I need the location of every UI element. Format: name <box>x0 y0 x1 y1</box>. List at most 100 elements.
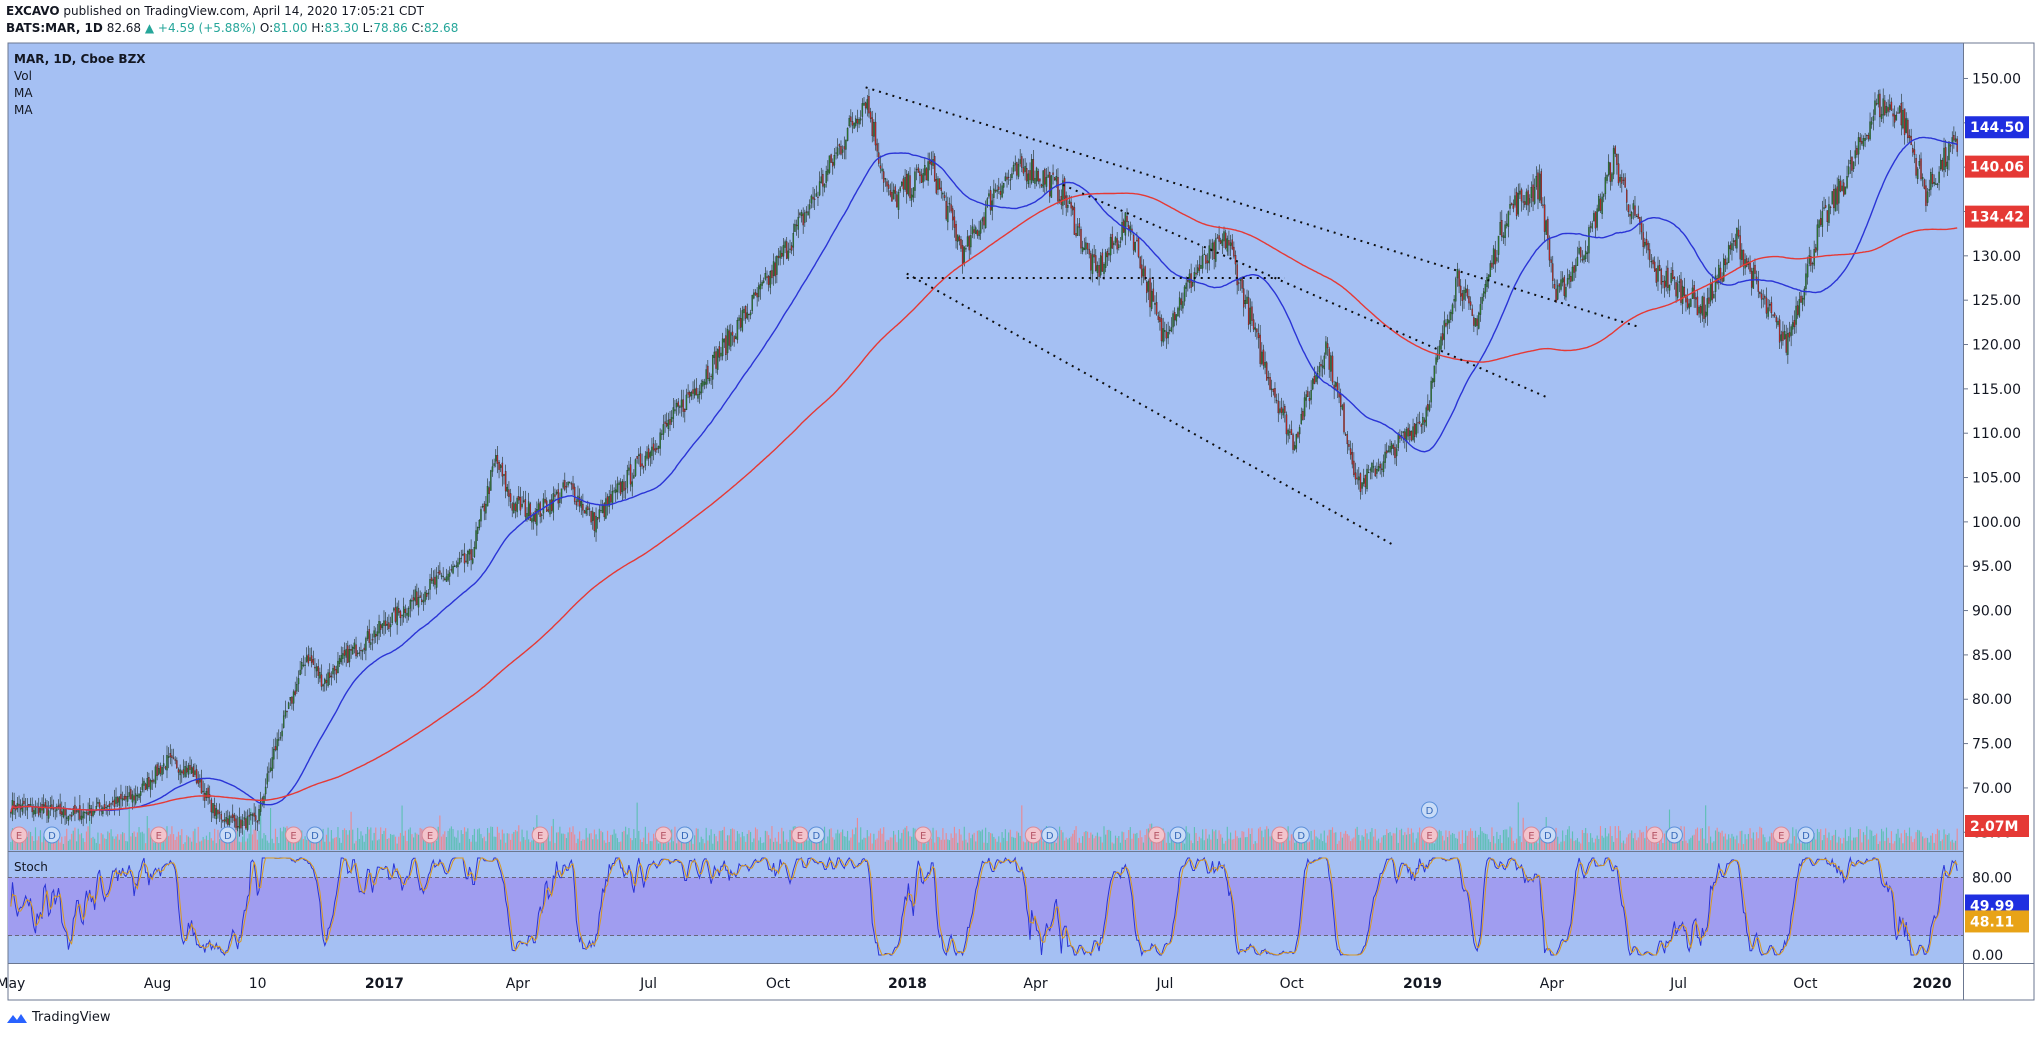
volume-bar <box>1072 833 1074 850</box>
volume-bar <box>1614 826 1616 850</box>
volume-bar <box>222 841 224 850</box>
candle <box>422 593 425 611</box>
candle <box>365 636 367 661</box>
volume-bar <box>1905 832 1907 850</box>
candle <box>761 280 763 290</box>
candle <box>158 762 160 776</box>
candle <box>979 219 982 240</box>
volume-bar <box>335 837 337 850</box>
volume-bar <box>1090 832 1092 850</box>
candle <box>588 502 591 517</box>
candle <box>863 97 865 106</box>
volume-bar <box>1593 842 1595 850</box>
candle <box>1509 195 1511 216</box>
candle <box>1257 323 1260 349</box>
candles <box>10 88 1958 837</box>
candle <box>731 325 734 346</box>
symbol-info: BATS:MAR, 1D 82.68 ▲ +4.59 (+5.88%) O:81… <box>6 21 458 35</box>
volume-bar <box>1256 843 1258 850</box>
volume-bar <box>1131 838 1133 850</box>
candle <box>406 607 408 623</box>
candle <box>1282 400 1284 419</box>
volume-bar <box>1879 841 1881 850</box>
candle <box>1270 379 1273 398</box>
candle <box>483 501 485 521</box>
volume-bar <box>843 836 845 850</box>
candle <box>922 168 924 189</box>
price-tick: 70.00 <box>1972 781 2012 797</box>
candle <box>1073 202 1076 235</box>
price-axis[interactable]: 150.00145.00140.00135.00130.00125.00120.… <box>1963 71 2021 964</box>
volume-bar <box>1351 838 1353 850</box>
candle <box>97 797 99 807</box>
volume-bar <box>1608 833 1610 850</box>
candle <box>1463 286 1465 309</box>
volume-bar <box>1460 843 1462 850</box>
candle <box>1157 311 1159 323</box>
volume-bar <box>189 837 191 850</box>
candle <box>1898 105 1901 114</box>
candle <box>1264 351 1266 375</box>
volume-bar <box>611 834 614 850</box>
author-name[interactable]: EXCAVO <box>6 4 60 18</box>
candle <box>564 472 566 492</box>
volume-bar <box>1520 842 1523 850</box>
volume-bar <box>1539 831 1541 850</box>
volume-bar <box>1210 839 1212 850</box>
candle <box>476 526 479 541</box>
candle <box>1382 454 1385 477</box>
volume-bar <box>1576 838 1579 850</box>
volume-bar <box>639 839 642 850</box>
candle <box>592 507 594 530</box>
footer-brand[interactable]: TradingView <box>32 1010 111 1025</box>
volume-bar <box>191 841 193 850</box>
candle <box>156 762 158 781</box>
candle <box>1759 291 1761 298</box>
volume-bar <box>1282 839 1284 850</box>
candle <box>16 797 19 813</box>
volume-bar <box>1251 828 1253 850</box>
candle <box>1336 376 1339 399</box>
candle <box>952 205 954 231</box>
volume-bar <box>641 841 643 850</box>
volume-bar <box>133 831 135 850</box>
volume-bar <box>72 830 74 850</box>
candle <box>1081 240 1084 255</box>
volume-bar <box>1805 838 1807 850</box>
candle <box>1111 226 1113 250</box>
time-axis[interactable]: May Aug 10 2017 Apr Jul Oct 2018 Apr Jul Oct 2019 Ap… <box>0 976 1952 992</box>
volume-bar <box>705 827 707 850</box>
volume-bar <box>1714 830 1717 850</box>
trendlines[interactable] <box>865 86 1639 545</box>
volume-bar <box>1894 841 1896 850</box>
volume-bar <box>1603 837 1605 850</box>
candle <box>304 657 306 677</box>
volume-bar <box>1585 827 1587 850</box>
volume-bar <box>981 829 983 850</box>
candle <box>1923 178 1926 190</box>
volume-bar <box>97 832 99 850</box>
volume-bar <box>1287 826 1289 850</box>
candle <box>1925 179 1927 212</box>
candle <box>373 626 375 644</box>
volume-bar <box>1876 833 1878 850</box>
volume-bar <box>1313 829 1315 850</box>
volume-bar <box>983 842 985 850</box>
volume-bar <box>187 836 189 850</box>
volume-bar <box>1331 827 1334 850</box>
candle <box>1938 166 1940 191</box>
candle <box>352 645 354 655</box>
volume-bar <box>1882 831 1884 850</box>
candle <box>1604 172 1607 200</box>
candle <box>1583 254 1585 264</box>
footer[interactable]: TradingView <box>6 1010 111 1025</box>
volume-bar <box>907 831 909 850</box>
volume-bar <box>556 832 558 850</box>
candle <box>411 594 413 612</box>
volume-bar <box>477 829 479 850</box>
volume-bar <box>495 836 497 850</box>
candle <box>1566 268 1569 287</box>
event-markers[interactable]: E D E D E D E E E D E D E E D E D E D EDE D E D E D <box>10 801 1815 844</box>
candle <box>1458 268 1460 294</box>
